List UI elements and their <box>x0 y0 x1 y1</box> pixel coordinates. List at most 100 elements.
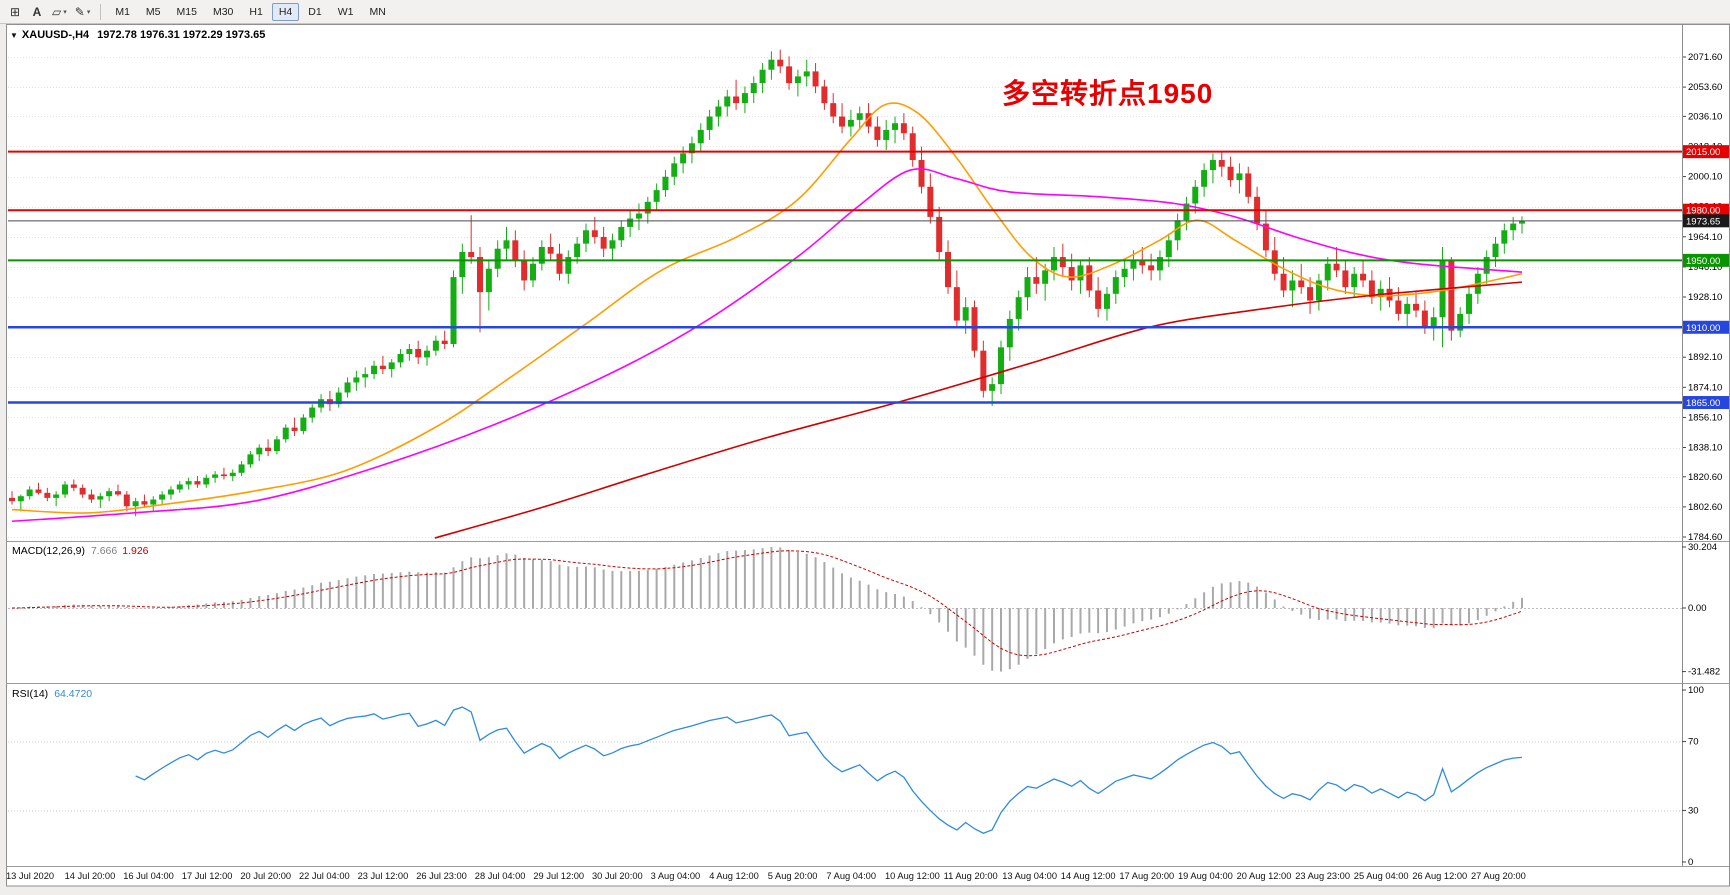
timeframe-button-w1[interactable]: W1 <box>337 5 354 18</box>
macd-main-value: 7.666 <box>90 545 118 557</box>
rsi-name: RSI(14) <box>12 688 49 700</box>
collapse-arrow-icon[interactable]: ▼ <box>10 31 18 40</box>
svg-text:1980.00: 1980.00 <box>1686 206 1720 217</box>
price-level-tag: 1950.00 <box>1683 253 1729 267</box>
svg-text:1950.00: 1950.00 <box>1686 256 1720 267</box>
toolbar-tools: ⊞ A ▱ ▾ ✎ ▾ <box>4 2 94 21</box>
panel-dividers <box>6 24 1730 867</box>
macd-axis[interactable]: 30.204 0.00 -31.482 <box>1682 542 1720 678</box>
draw-tool-button[interactable]: ✎ ▾ <box>71 2 95 21</box>
price-tick-label: 2036.10 <box>1688 111 1722 122</box>
price-tick-label: 2071.60 <box>1688 52 1722 63</box>
objects-tool-button[interactable]: ▱ ▾ <box>48 2 71 21</box>
timeframe-button-m5[interactable]: M5 <box>145 5 161 18</box>
chart-mode-button[interactable]: ⊞ <box>4 2 26 21</box>
symbol-timeframe-label: XAUUSD-,H4 <box>21 29 90 41</box>
draw-tool-icon: ✎ <box>74 4 85 19</box>
grid-layer <box>8 57 1682 538</box>
time-tick-label: 13 Aug 04:00 <box>1002 871 1057 881</box>
time-tick-label: 7 Aug 04:00 <box>826 871 876 881</box>
mid-ma-line <box>11 168 1523 523</box>
rsi-tick-label: 100 <box>1688 685 1704 696</box>
macd-name: MACD(12,26,9) <box>12 545 85 557</box>
price-axis[interactable]: 2071.602053.602036.102018.102000.101982.… <box>1682 52 1729 543</box>
rsi-indicator-label: RSI(14) 64.4720 <box>12 688 92 700</box>
price-tick-label: 1784.60 <box>1688 532 1722 543</box>
macd-tick-label: -31.482 <box>1688 667 1720 678</box>
timeframe-button-h1[interactable]: H1 <box>249 5 263 18</box>
price-level-tag: 1973.65 <box>1683 214 1729 228</box>
time-tick-label: 4 Aug 12:00 <box>709 871 759 881</box>
price-tick-label: 1946.10 <box>1688 262 1722 273</box>
time-tick-label: 3 Aug 04:00 <box>651 871 701 881</box>
dropdown-caret-icon: ▾ <box>86 8 91 16</box>
time-tick-label: 17 Jul 12:00 <box>182 871 233 881</box>
ohlc-values: 1972.78 1976.31 1972.29 1973.65 <box>97 29 266 41</box>
price-tick-label: 1856.10 <box>1688 412 1722 423</box>
timeframe-button-m30[interactable]: M30 <box>212 5 234 18</box>
toolbar: ⊞ A ▱ ▾ ✎ ▾ M1 M5 M15 M30 H1 H4 D1 W1 MN <box>0 0 1730 24</box>
macd-indicator-label: MACD(12,26,9) 7.666 1.926 <box>12 545 149 557</box>
time-tick-label: 20 Aug 12:00 <box>1237 871 1292 881</box>
rsi-tick-label: 70 <box>1688 737 1699 748</box>
time-tick-label: 27 Aug 20:00 <box>1471 871 1526 881</box>
macd-tick-label: 30.204 <box>1688 542 1717 553</box>
macd-histogram <box>19 546 1523 672</box>
time-tick-label: 19 Aug 04:00 <box>1178 871 1233 881</box>
price-tick-label: 1964.10 <box>1688 232 1722 243</box>
svg-text:1973.65: 1973.65 <box>1686 216 1720 227</box>
svg-text:1910.00: 1910.00 <box>1686 323 1720 334</box>
chart-title: ▼ XAUUSD-,H4 1972.78 1976.31 1972.29 1973.… <box>10 29 265 41</box>
time-tick-label: 22 Jul 04:00 <box>299 871 350 881</box>
timeframe-button-mn[interactable]: MN <box>369 5 386 18</box>
text-tool-icon: A <box>32 4 42 19</box>
macd-tick-label: 0.00 <box>1688 603 1707 614</box>
price-level-tag: 2015.00 <box>1683 145 1729 159</box>
price-tick-label: 1838.10 <box>1688 443 1722 454</box>
macd-signal-value: 1.926 <box>122 545 149 557</box>
time-tick-label: 29 Jul 12:00 <box>533 871 584 881</box>
toolbar-separator <box>100 3 102 20</box>
price-tick-label: 1928.10 <box>1688 292 1722 303</box>
price-tick-label: 1802.60 <box>1688 502 1722 513</box>
price-level-tag: 1865.00 <box>1683 396 1729 410</box>
price-tick-label: 1892.10 <box>1688 352 1722 363</box>
price-tick-label: 2000.10 <box>1688 172 1722 183</box>
time-tick-label: 25 Aug 04:00 <box>1354 871 1409 881</box>
price-tick-label: 2053.60 <box>1688 82 1722 93</box>
rsi-tick-label: 0 <box>1688 857 1693 868</box>
timeframe-button-m1[interactable]: M1 <box>115 5 130 18</box>
rsi-value: 64.4720 <box>54 688 93 700</box>
time-tick-label: 14 Aug 12:00 <box>1061 871 1116 881</box>
rsi-axis[interactable]: 100 70 30 0 <box>1682 685 1704 868</box>
fast-ma-line <box>11 102 1523 514</box>
price-tick-label: 1874.10 <box>1688 382 1722 393</box>
svg-text:2015.00: 2015.00 <box>1686 147 1720 158</box>
objects-tool-icon: ▱ <box>52 4 62 19</box>
timeframe-button-d1[interactable]: D1 <box>308 5 322 18</box>
svg-text:1865.00: 1865.00 <box>1686 398 1720 409</box>
chart-mode-icon: ⊞ <box>9 4 21 19</box>
time-tick-label: 26 Jul 23:00 <box>416 871 467 881</box>
timeframe-button-h4[interactable]: H4 <box>271 2 300 21</box>
time-tick-label: 30 Jul 20:00 <box>592 871 643 881</box>
time-tick-label: 28 Jul 04:00 <box>475 871 526 881</box>
rsi-tick-label: 30 <box>1688 805 1699 816</box>
text-tool-button[interactable]: A <box>26 2 48 21</box>
time-tick-label: 5 Aug 20:00 <box>768 871 818 881</box>
timeframe-toolbar: M1 M5 M15 M30 H1 H4 D1 W1 MN <box>107 2 393 21</box>
time-tick-label: 23 Aug 23:00 <box>1295 871 1350 881</box>
price-level-tag: 1910.00 <box>1683 320 1729 334</box>
time-axis[interactable]: 13 Jul 2020 14 Jul 20:00 16 Jul 04:00 17 Ju… <box>6 871 1526 881</box>
time-tick-label: 23 Jul 12:00 <box>358 871 409 881</box>
time-tick-label: 10 Aug 12:00 <box>885 871 940 881</box>
chart-annotation-text[interactable]: 多空转折点1950 <box>1002 78 1214 109</box>
price-tick-label: 1820.60 <box>1688 472 1722 483</box>
dropdown-caret-icon: ▾ <box>63 8 67 16</box>
timeframe-button-m15[interactable]: M15 <box>176 5 197 18</box>
time-tick-label: 11 Aug 20:00 <box>944 871 998 881</box>
time-tick-label: 16 Jul 04:00 <box>123 871 174 881</box>
levels-layer <box>8 150 1682 404</box>
